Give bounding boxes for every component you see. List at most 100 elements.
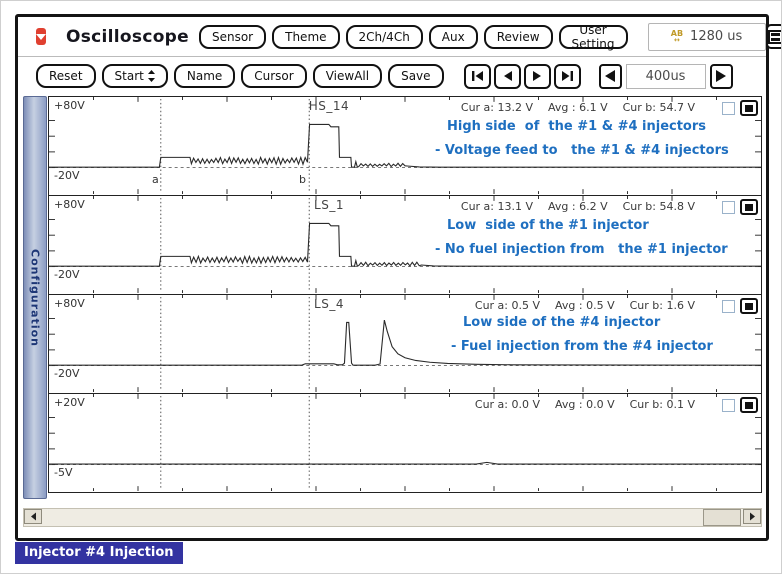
timebase-decrease-button[interactable] [598,63,622,89]
waveform-plot [49,394,761,492]
arrow-left-icon [30,512,36,521]
cursor-b-value: Cur b: 1.6 V [629,299,695,312]
voltage-max-label: +80V [54,99,85,112]
sensor-button[interactable]: Sensor [198,24,267,49]
next-frame-button[interactable] [523,63,551,89]
channel-panel-ls4: +80V -20V LS_4 Cur a: 0.5 V Avg : 0.5 V … [48,294,762,394]
avg-value: Avg : 0.5 V [555,299,615,312]
skip-end-icon [561,71,573,81]
channel-name: LS_1 [314,198,344,212]
channel-menu-button[interactable] [740,199,758,215]
channel-stack: +80V -20V HS_14 Cur a: 13.2 V Avg : 6.1 … [48,96,762,499]
avg-value: Avg : 6.2 V [548,200,608,213]
viewall-button[interactable]: ViewAll [312,64,383,88]
skip-start-button[interactable] [463,63,491,89]
configuration-tab-label: Configuration [28,248,42,347]
waveform-plot [49,196,761,294]
triangle-down-icon [36,33,46,40]
channel-name: HS_14 [308,99,350,113]
channel-checkbox[interactable] [722,102,735,115]
aux-button[interactable]: Aux [428,24,478,49]
cursor-button[interactable]: Cursor [241,64,307,88]
arrow-right-icon [749,512,755,521]
cursor-b-label: b [299,173,306,186]
channel-panel-hs14: +80V -20V HS_14 Cur a: 13.2 V Avg : 6.1 … [48,96,762,196]
power-dropdown-button[interactable] [36,28,46,45]
timebase-value: 400us [625,63,706,89]
top-toolbar: Oscilloscope Sensor Theme 2Ch/4Ch Aux Re… [18,17,781,57]
sample-time-value: 1280 us [690,29,743,44]
scroll-right-button[interactable] [743,509,761,524]
avg-value: Avg : 0.0 V [555,398,615,411]
channel-mode-button[interactable]: 2Ch/4Ch [345,24,423,49]
annotation-line2: - No fuel injection from the #1 injector [435,242,728,257]
second-toolbar: Reset Start Name Cursor ViewAll Save 400… [18,57,766,95]
avg-value: Avg : 6.1 V [548,101,608,114]
cursor-a-value: Cur a: 13.1 V [460,200,534,213]
arrow-left-icon [605,70,616,82]
configuration-tab[interactable]: Configuration [23,96,47,499]
channel-checkbox[interactable] [722,201,735,214]
arrow-right-icon [716,70,727,82]
waveform-plot [49,295,761,393]
name-button[interactable]: Name [173,64,236,88]
spinner-icon [147,70,155,82]
annotation-line1: High side of the #1 & #4 injectors [447,119,707,134]
voltage-min-label: -20V [54,268,80,281]
start-button[interactable]: Start [101,64,168,88]
square-icon [745,203,753,211]
measurement-readouts: Cur a: 0.5 V Avg : 0.5 V Cur b: 1.6 V [475,299,695,312]
square-icon [745,104,753,112]
window-menu-button[interactable] [765,24,781,49]
channel-menu-button[interactable] [740,397,758,413]
channel-checkbox[interactable] [722,399,735,412]
measurement-readouts: Cur a: 0.0 V Avg : 0.0 V Cur b: 0.1 V [475,398,695,411]
channel-name: LS_4 [314,297,344,311]
skip-end-button[interactable] [553,63,581,89]
arrow-right-icon [532,71,541,81]
app-title: Oscilloscope [66,26,189,47]
content-area: Configuration +80V -20V HS_14 Cur a: 13.… [23,96,762,499]
theme-button[interactable]: Theme [272,24,340,49]
cursor-a-value: Cur a: 0.5 V [474,299,541,312]
cursor-a-value: Cur a: 0.0 V [474,398,541,411]
user-setting-button[interactable]: User Setting [558,23,628,51]
timebase-group: 400us [598,63,733,89]
channel-panel-ch4: +20V -5V Cur a: 0.0 V Avg : 0.0 V Cur b:… [48,393,762,493]
waveform-plot [49,97,761,195]
annotation-line1: Low side of the #4 injector [463,315,661,330]
measurement-readouts: Cur a: 13.1 V Avg : 6.2 V Cur b: 54.8 V [461,200,695,213]
horizontal-scrollbar[interactable] [23,508,762,527]
review-button[interactable]: Review [483,24,553,49]
reset-button[interactable]: Reset [36,64,96,88]
cursor-a-label: a [152,173,159,186]
channel-checkbox[interactable] [722,300,735,313]
timebase-increase-button[interactable] [709,63,733,89]
square-icon [745,302,753,310]
annotation-line2: - Voltage feed to the #1 & #4 injectors [435,143,729,158]
voltage-min-label: -5V [54,466,73,479]
channel-panel-ls1: +80V -20V LS_1 Cur a: 13.1 V Avg : 6.2 V… [48,195,762,295]
square-icon [745,401,753,409]
channel-menu-button[interactable] [740,298,758,314]
cursor-b-value: Cur b: 0.1 V [629,398,695,411]
scrollbar-thumb[interactable] [703,509,741,526]
channel-menu-button[interactable] [740,100,758,116]
scroll-left-button[interactable] [24,509,42,524]
cursor-b-value: Cur b: 54.7 V [622,101,695,114]
skip-start-icon [471,71,483,81]
prev-frame-button[interactable] [493,63,521,89]
voltage-max-label: +80V [54,297,85,310]
record-nav-group [463,63,581,89]
voltage-min-label: -20V [54,169,80,182]
oscilloscope-window: Oscilloscope Sensor Theme 2Ch/4Ch Aux Re… [15,14,781,541]
cursor-a-value: Cur a: 13.2 V [460,101,534,114]
ab-time-icon: AB ↔ [670,28,684,44]
measurement-readouts: Cur a: 13.2 V Avg : 6.1 V Cur b: 54.7 V [461,101,695,114]
annotation-line1: Low side of the #1 injector [447,218,649,233]
voltage-max-label: +20V [54,396,85,409]
cursor-b-value: Cur b: 54.8 V [622,200,695,213]
save-button[interactable]: Save [388,64,444,88]
arrow-left-icon [503,71,512,81]
